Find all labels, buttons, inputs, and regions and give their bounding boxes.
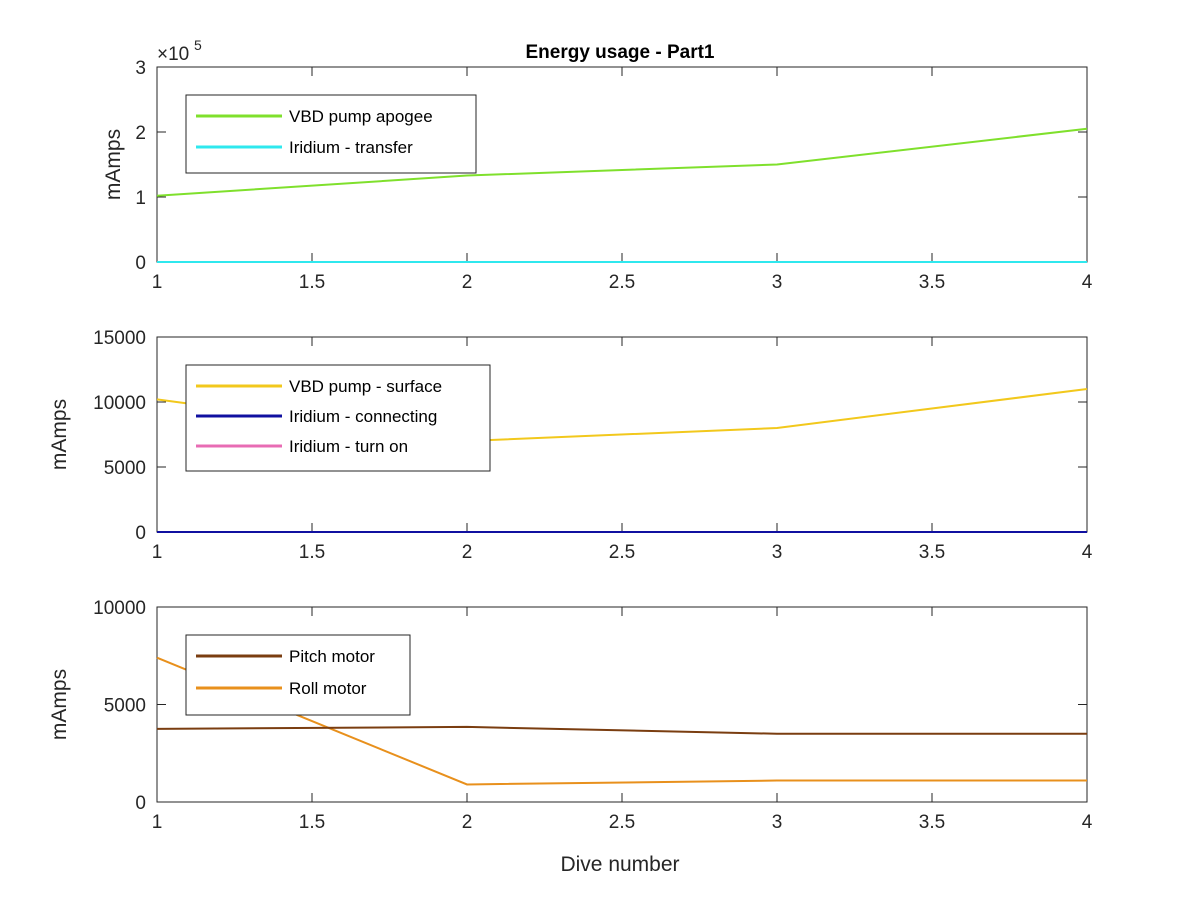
- x-tick-label: 1: [152, 542, 163, 563]
- x-tick-label: 1: [152, 812, 163, 833]
- x-tick-label: 1.5: [299, 272, 325, 293]
- subplot-3: 1 1.5 2 2.5 3 3.5 4 0 5000 10000 mAmps Pitch motor R…: [48, 598, 1093, 833]
- y-tick-label: 0: [135, 523, 146, 544]
- legend: Pitch motor Roll motor: [185, 634, 411, 716]
- legend-label: Roll motor: [289, 679, 367, 698]
- legend-label: Iridium - transfer: [289, 138, 413, 157]
- x-tick-label: 4: [1082, 542, 1093, 563]
- y-tick-label: 0: [135, 793, 146, 814]
- y-axis-label: mAmps: [48, 669, 71, 740]
- y-tick-label: 15000: [93, 328, 146, 349]
- y-tick-label: 10000: [93, 598, 146, 619]
- y-tick-label: 5000: [104, 696, 146, 717]
- series-line: [156, 725, 1087, 735]
- legend-label: VBD pump - surface: [289, 377, 442, 396]
- x-tick-label: 1.5: [299, 542, 325, 563]
- x-tick-label: 3: [772, 272, 783, 293]
- y-tick-label: 3: [135, 58, 146, 79]
- x-tick-label: 2.5: [609, 542, 635, 563]
- chart-title: Energy usage - Part1: [525, 42, 714, 63]
- y-tick-label: 10000: [93, 393, 146, 414]
- series-line: [156, 127, 1088, 197]
- legend-label: Iridium - turn on: [289, 437, 408, 456]
- legend-box: [185, 364, 491, 472]
- legend-label: VBD pump apogee: [289, 107, 433, 126]
- x-tick-label: 3: [772, 812, 783, 833]
- legend-label: Pitch motor: [289, 647, 375, 666]
- y-tick-label: 2: [135, 123, 146, 144]
- x-tick-label: 1: [152, 272, 163, 293]
- x-tick-label: 2.5: [609, 272, 635, 293]
- y-axis-label: mAmps: [102, 129, 125, 200]
- y-tick-label: 0: [135, 253, 146, 274]
- y-axis-label: mAmps: [48, 399, 71, 470]
- x-tick-label: 3: [772, 542, 783, 563]
- x-tick-label: 3.5: [919, 812, 945, 833]
- x-tick-label: 2: [462, 542, 473, 563]
- legend: VBD pump apogee Iridium - transfer: [185, 94, 477, 174]
- legend-label: Iridium - connecting: [289, 407, 437, 426]
- x-tick-label: 2: [462, 812, 473, 833]
- y-exponent-label: ×10: [157, 44, 189, 65]
- subplot-2: 1 1.5 2 2.5 3 3.5 4 0 5000 10000 15000 mAmps VBD pum…: [48, 328, 1093, 563]
- x-tick-label: 3.5: [919, 272, 945, 293]
- y-tick-label: 5000: [104, 458, 146, 479]
- x-tick-label: 2: [462, 272, 473, 293]
- y-tick-label: 1: [135, 188, 146, 209]
- x-tick-label: 1.5: [299, 812, 325, 833]
- legend: VBD pump - surface Iridium - connecting Ir…: [185, 364, 491, 472]
- x-tick-label: 4: [1082, 272, 1093, 293]
- x-tick-label: 2.5: [609, 812, 635, 833]
- legend-box: [185, 94, 477, 174]
- x-tick-label: 3.5: [919, 542, 945, 563]
- x-tick-label: 4: [1082, 812, 1093, 833]
- y-exponent-power: 5: [194, 37, 202, 53]
- series-line: [156, 656, 1087, 786]
- legend-box: [185, 634, 411, 716]
- x-axis-label: Dive number: [560, 853, 679, 876]
